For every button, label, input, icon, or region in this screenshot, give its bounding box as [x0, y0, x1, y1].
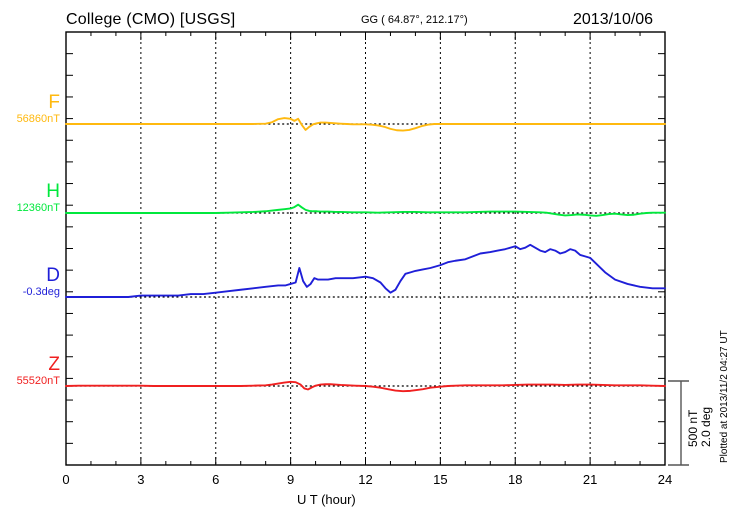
x-tick-labels: 0 3 6 9 12 15 18 21 24 — [62, 472, 672, 487]
legend-z: Z 55520nT — [0, 355, 60, 388]
legend-h: H 12360nT — [0, 182, 60, 215]
legend-component-label: H — [46, 181, 60, 202]
trace-lines-layer — [65, 117, 666, 393]
plot-timestamp: Plotted at 2013/11/2 04:27 UT — [719, 330, 730, 463]
trace-z — [65, 380, 666, 393]
x-tick-label: 3 — [137, 472, 144, 487]
x-tick-label: 0 — [62, 472, 69, 487]
trace-d — [65, 243, 666, 298]
legend-baseline-value: 12360nT — [16, 202, 60, 214]
legend-d: D -0.3deg — [0, 266, 60, 299]
legend-component-label: D — [46, 265, 60, 286]
x-tick-label: 24 — [658, 472, 672, 487]
x-tick-label: 9 — [287, 472, 294, 487]
legend-baseline-value: 55520nT — [16, 375, 60, 387]
legend-component-label: Z — [48, 354, 60, 375]
trace-f — [65, 117, 666, 132]
x-tick-label: 12 — [358, 472, 372, 487]
scalebar-nt-label: 500 nT — [686, 409, 700, 447]
gridlines-layer — [140, 32, 591, 465]
observation-date: 2013/10/06 — [573, 11, 654, 28]
x-axis-title: U T (hour) — [297, 492, 356, 507]
scalebar-deg-label: 2.0 deg — [699, 406, 713, 447]
legend-f: F 56860nT — [0, 93, 60, 126]
legend-component-label: F — [48, 92, 60, 113]
x-tick-label: 18 — [508, 472, 522, 487]
x-tick-label: 6 — [212, 472, 219, 487]
legend-baseline-value: 56860nT — [16, 113, 60, 125]
x-tick-label: 21 — [583, 472, 597, 487]
station-title: College (CMO) [USGS] — [66, 11, 236, 28]
x-tick-label: 15 — [433, 472, 447, 487]
geographic-coordinates: GG ( 64.87°, 212.17°) — [361, 14, 468, 26]
scale-bar — [668, 380, 689, 466]
trace-h — [65, 203, 666, 217]
legend-baseline-value: -0.3deg — [22, 286, 60, 298]
axis-ticks-layer — [65, 32, 666, 465]
